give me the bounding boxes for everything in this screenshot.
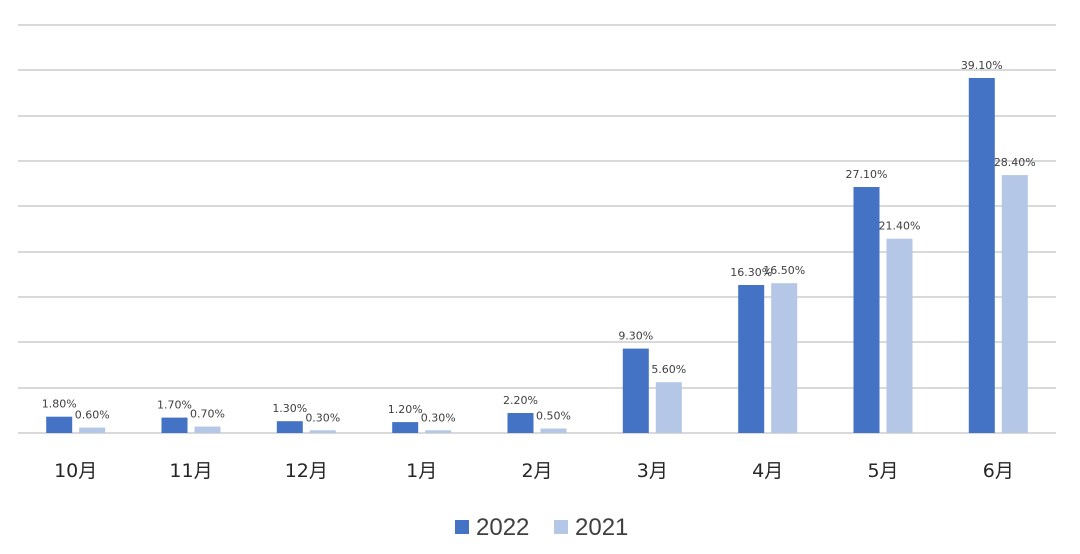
gridlines	[18, 24, 1056, 434]
legend: 2022 2021	[455, 514, 628, 541]
legend-swatch-2022	[455, 520, 469, 534]
data-label-2021-7: 21.40%	[879, 220, 921, 233]
category-label-3: 1月	[406, 460, 437, 482]
legend-label-2022: 2022	[476, 514, 529, 541]
bar-2022-5	[622, 348, 649, 433]
data-label-2021-1: 0.70%	[190, 408, 225, 421]
category-label-2: 12月	[285, 460, 328, 482]
data-label-2022-5: 9.30%	[618, 330, 653, 343]
bar-2021-1	[194, 426, 221, 433]
bar-2022-7	[853, 187, 880, 433]
category-label-0: 10月	[54, 460, 97, 482]
category-labels: 10月 11月 12月 1月 2月 3月 4月 5月 6月	[54, 460, 1014, 482]
category-label-4: 2月	[521, 460, 552, 482]
category-label-6: 4月	[752, 460, 783, 482]
bar-2021-4	[540, 428, 567, 433]
bar-2022-2	[276, 421, 303, 433]
bar-2022-3	[392, 422, 419, 433]
legend-swatch-2021	[554, 520, 568, 534]
data-label-2021-8: 28.40%	[994, 156, 1036, 169]
bar-2021-6	[771, 283, 798, 433]
data-label-2022-3: 1.20%	[388, 403, 423, 416]
data-label-2021-0: 0.60%	[75, 409, 110, 422]
data-label-2022-2: 1.30%	[272, 402, 307, 415]
data-label-2022-0: 1.80%	[42, 398, 77, 411]
bar-2022-4	[507, 413, 534, 433]
data-label-2021-2: 0.30%	[305, 411, 340, 424]
bar-2022-1	[161, 417, 188, 433]
category-label-8: 6月	[983, 460, 1014, 482]
legend-label-2021: 2021	[575, 514, 628, 541]
data-labels: 1.80%0.60%1.70%0.70% 1.30%0.30%1.20%0.30%…	[42, 59, 1036, 424]
bar-2021-0	[79, 427, 106, 433]
data-label-2022-4: 2.20%	[503, 394, 538, 407]
bar-2021-8	[1001, 175, 1028, 433]
data-label-2021-4: 0.50%	[536, 410, 571, 423]
data-label-2021-3: 0.30%	[421, 411, 456, 424]
category-label-5: 3月	[637, 460, 668, 482]
bar-2021-2	[309, 430, 336, 433]
data-label-2022-7: 27.10%	[846, 168, 888, 181]
data-label-2022-6: 16.30%	[730, 266, 772, 279]
category-label-1: 11月	[169, 460, 212, 482]
bars	[46, 78, 1028, 433]
category-label-7: 5月	[867, 460, 898, 482]
bar-2022-8	[968, 78, 995, 433]
bar-2021-3	[425, 430, 452, 433]
bar-2022-6	[738, 285, 765, 433]
data-label-2022-1: 1.70%	[157, 399, 192, 412]
bar-2022-0	[46, 416, 73, 433]
data-label-2022-8: 39.10%	[961, 59, 1003, 72]
data-label-2021-6: 16.50%	[763, 264, 805, 277]
data-label-2021-5: 5.60%	[651, 363, 686, 376]
bar-2021-7	[886, 238, 913, 433]
bar-2021-5	[655, 382, 682, 433]
